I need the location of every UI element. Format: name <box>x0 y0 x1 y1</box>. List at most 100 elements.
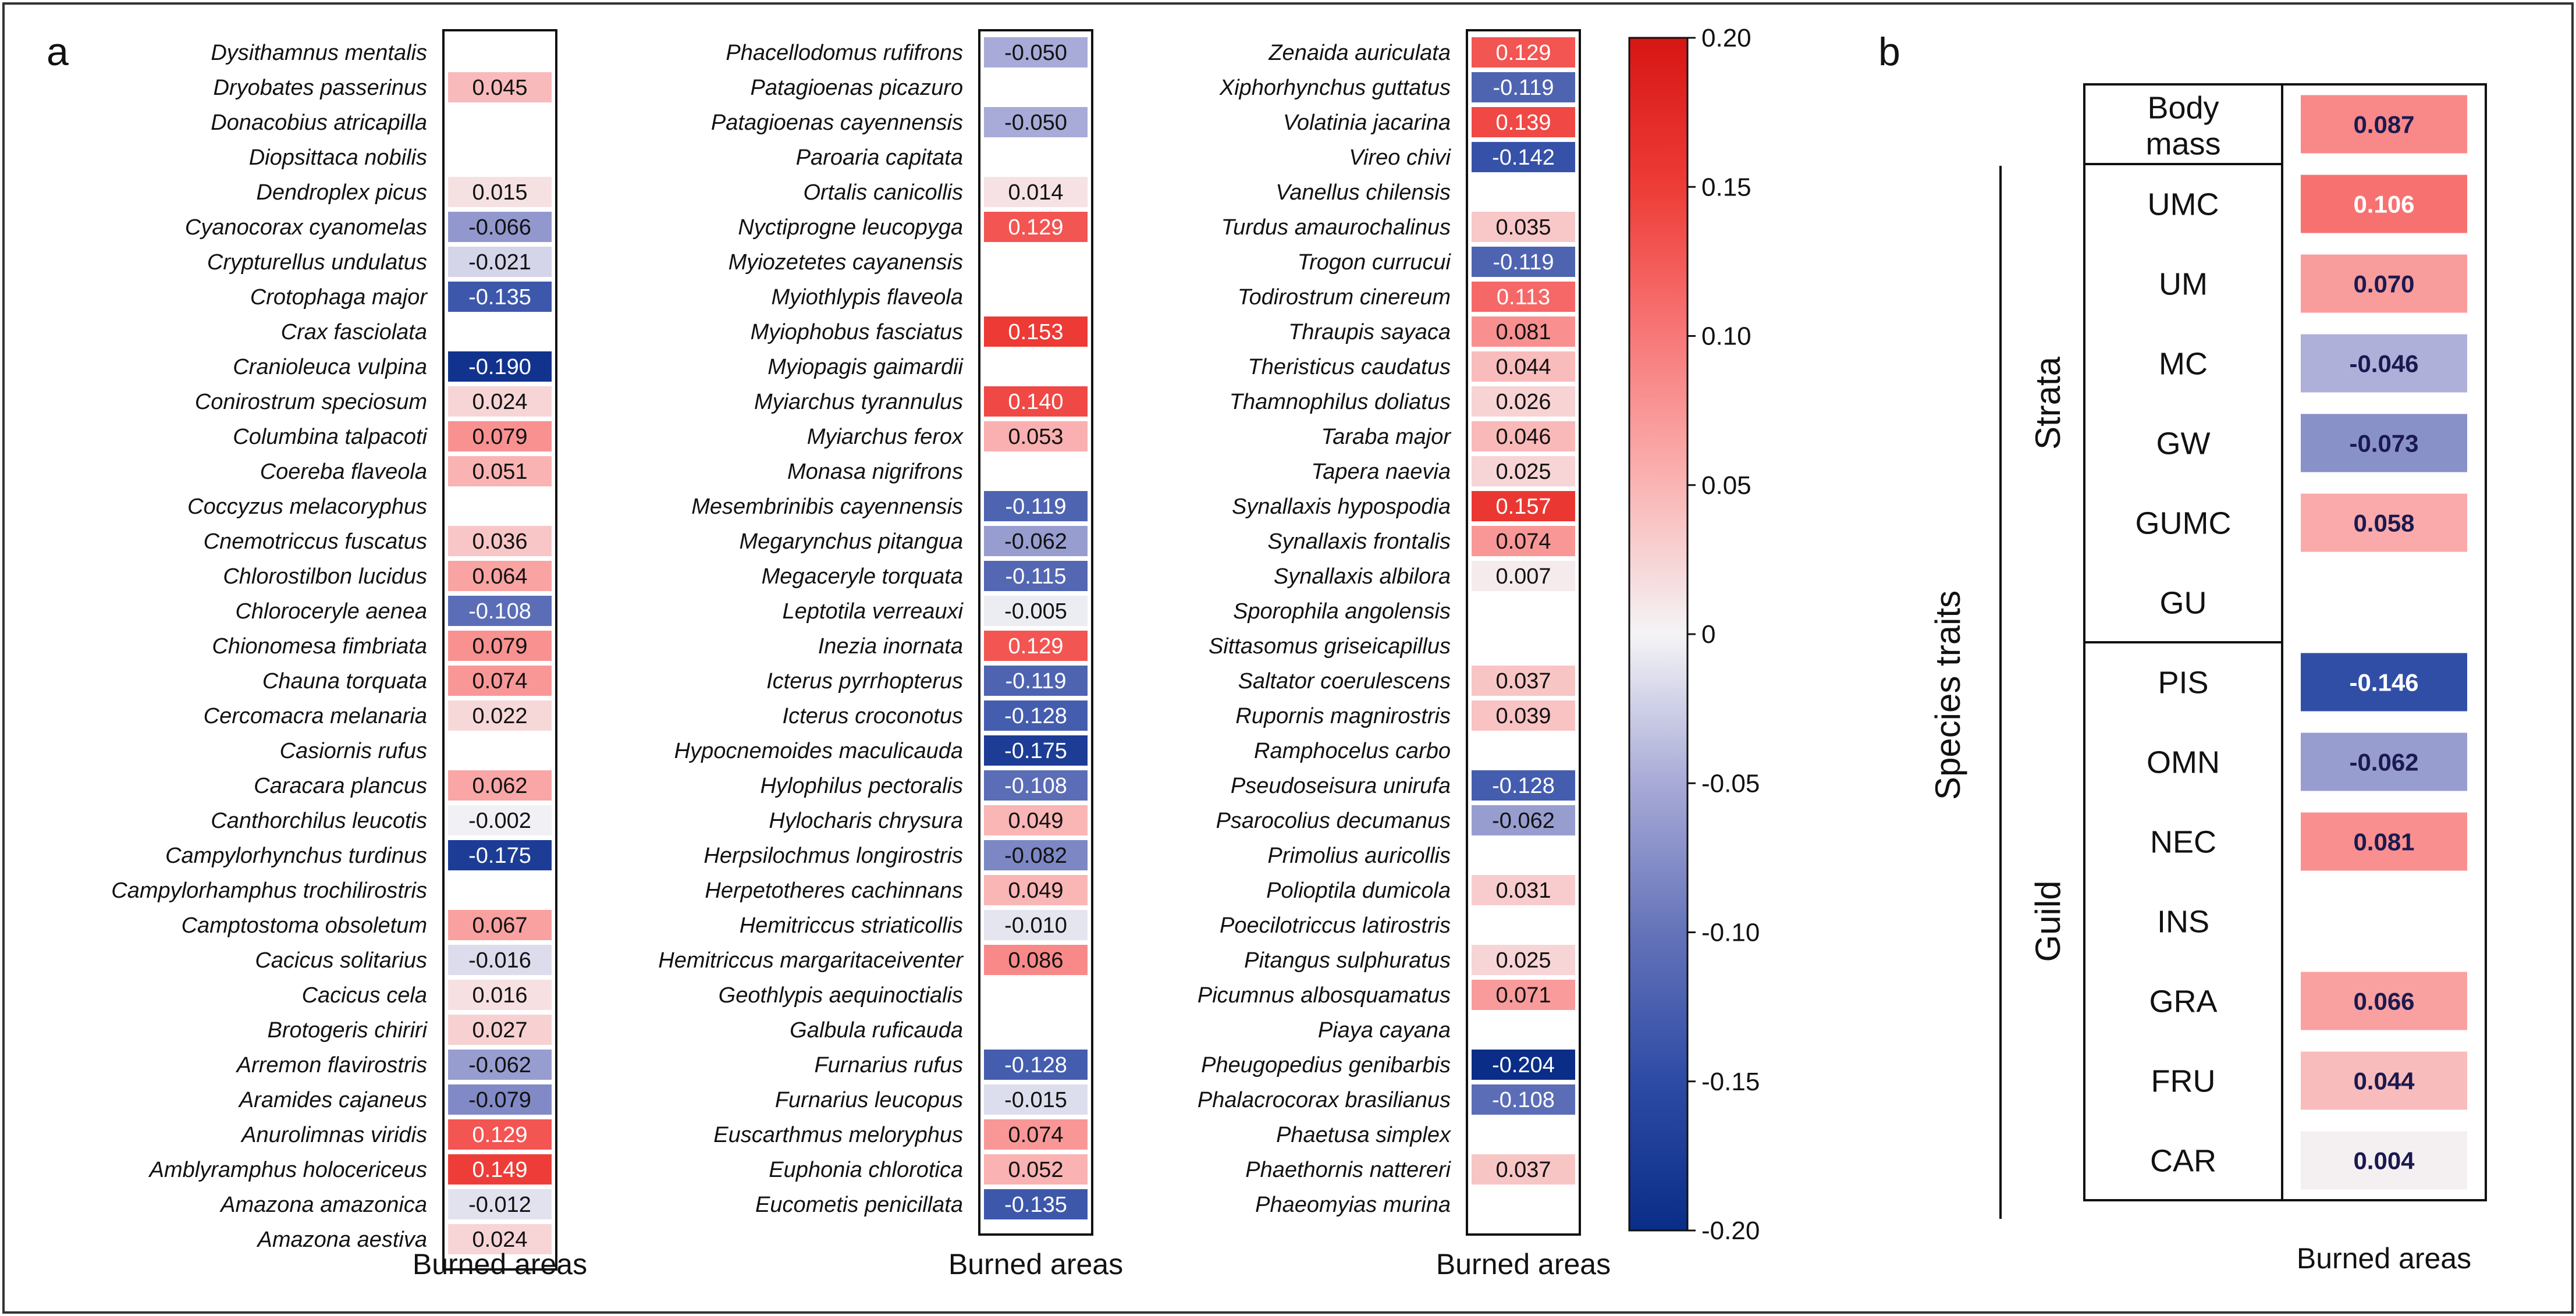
cell-value: 0.036 <box>472 529 527 554</box>
species-label: Taraba major <box>1321 425 1452 449</box>
trait-label: PIS <box>2158 666 2208 700</box>
species-label: Arremon flavirostris <box>236 1053 427 1077</box>
heatmap-cell <box>448 666 552 696</box>
heatmap-cell <box>984 875 1088 905</box>
species-label: Columbina talpacoti <box>233 425 428 449</box>
colorbar-tick-label: 0 <box>1701 620 1715 649</box>
heatmap-cell <box>448 561 552 591</box>
colorbar-tick-label: -0.15 <box>1701 1068 1760 1096</box>
cell-value: -0.108 <box>1004 774 1067 798</box>
cell-value: -0.082 <box>1004 844 1067 868</box>
species-label: Myiarchus ferox <box>807 425 964 449</box>
cell-value: 0.016 <box>472 983 527 1008</box>
heatmap-cell <box>448 247 552 277</box>
species-label: Phacellodomus rufifrons <box>726 41 963 65</box>
heatmap-cell <box>448 72 552 102</box>
species-label: Cnemotriccus fuscatus <box>204 529 427 554</box>
heatmap-cell <box>1472 1154 1575 1185</box>
species-label: Hylocharis chrysura <box>769 809 963 833</box>
species-label: Pheugopedius genibarbis <box>1201 1053 1451 1077</box>
cell-value: 0.027 <box>472 1018 527 1043</box>
species-label: Volatinia jacarina <box>1283 111 1451 135</box>
species-label: Myiothlypis flaveola <box>772 285 963 310</box>
species-label: Furnarius rufus <box>814 1053 963 1077</box>
cell-value: 0.053 <box>1008 425 1063 449</box>
trait-label: GW <box>2156 426 2211 461</box>
heatmap-column-frame <box>1466 29 1581 1236</box>
heatmap-cell <box>984 177 1088 207</box>
heatmap-cell <box>1472 107 1575 137</box>
species-label: Dryobates passerinus <box>213 76 427 100</box>
trait-cell <box>2301 95 2467 154</box>
heatmap-cell <box>448 1015 552 1045</box>
species-label: Chloroceryle aenea <box>235 599 427 624</box>
trait-value: 0.066 <box>2353 988 2414 1015</box>
species-label: Herpetotheres cachinnans <box>705 878 963 903</box>
trait-label: CAR <box>2150 1144 2216 1179</box>
trait-cell <box>2301 812 2467 871</box>
species-label: Cranioleuca vulpina <box>233 355 427 379</box>
species-label: Cyanocorax cyanomelas <box>185 215 427 240</box>
trait-label: MC <box>2159 347 2208 382</box>
species-label: Primolius auricollis <box>1267 844 1451 868</box>
trait-value: 0.058 <box>2353 510 2414 537</box>
species-label: Megaceryle torquata <box>762 564 963 589</box>
colorbar-tick-label: -0.05 <box>1701 769 1760 798</box>
heatmap-cell <box>448 1189 552 1219</box>
cell-value: 0.026 <box>1495 390 1551 414</box>
heatmap-cell <box>984 37 1088 67</box>
heatmap-cell <box>1472 37 1575 67</box>
heatmap-column-frame <box>442 29 557 1271</box>
cell-value: 0.081 <box>1495 320 1551 344</box>
heatmap-cell <box>448 421 552 451</box>
cell-value: -0.108 <box>468 599 531 624</box>
species-label: Leptotila verreauxi <box>782 599 964 624</box>
trait-label: INS <box>2157 905 2209 940</box>
cell-value: 0.037 <box>1495 1158 1551 1182</box>
trait-cell <box>2301 493 2467 552</box>
cell-value: -0.204 <box>1492 1053 1555 1077</box>
species-label: Rupornis magnirostris <box>1235 704 1451 728</box>
heatmap-cell <box>1472 980 1575 1010</box>
heatmap-cell <box>984 212 1088 242</box>
colorbar: 0.20 0.15 0.10 0.05 0 -0.05 -0.10 -0.15 -0.20 <box>1628 24 1760 1245</box>
trait-value: 0.004 <box>2353 1147 2415 1175</box>
trait-cell <box>2301 334 2467 393</box>
species-label: Geothlypis aequinoctialis <box>719 983 963 1008</box>
heatmap-column-frame <box>978 29 1093 1236</box>
heatmap-column-3: Zenaida auriculata 0.129 Xiphorhynchus gut… <box>1198 29 1611 1281</box>
species-label: Thraupis sayaca <box>1288 320 1451 344</box>
species-label: Chionomesa fimbriata <box>212 634 427 659</box>
heatmap-cell <box>984 1119 1088 1150</box>
heatmap-cell <box>1472 1084 1575 1115</box>
cell-value: -0.021 <box>468 250 531 275</box>
species-label: Eucometis penicillata <box>755 1193 963 1217</box>
heatmap-cell <box>1472 316 1575 347</box>
cell-value: -0.062 <box>1492 809 1555 833</box>
trait-cell <box>2301 254 2467 313</box>
trait-value: 0.081 <box>2353 828 2414 856</box>
heatmap-cell <box>1472 1050 1575 1080</box>
species-label: Myiophobus fasciatus <box>751 320 963 344</box>
trait-cell <box>2301 175 2467 233</box>
species-label: Chauna torquata <box>262 669 427 693</box>
trait-value: 0.044 <box>2353 1068 2415 1095</box>
species-label: Patagioenas picazuro <box>751 76 963 100</box>
cell-value: -0.175 <box>468 844 531 868</box>
heatmap-cell <box>984 1154 1088 1185</box>
trait-value: 0.106 <box>2353 191 2414 218</box>
heatmap-cell <box>448 282 552 312</box>
cell-value: 0.062 <box>472 774 527 798</box>
heatmap-cell <box>984 910 1088 940</box>
species-label: Ramphocelus carbo <box>1254 739 1451 763</box>
species-label: Mesembrinibis cayennensis <box>691 495 963 519</box>
species-label: Dendroplex picus <box>256 180 427 205</box>
heatmap-cell <box>1472 805 1575 835</box>
species-label: Patagioenas cayennensis <box>711 111 963 135</box>
cell-value: 0.052 <box>1008 1158 1063 1182</box>
species-label: Monasa nigrifrons <box>787 460 963 484</box>
heatmap-cell <box>448 980 552 1010</box>
species-label: Sporophila angolensis <box>1233 599 1451 624</box>
